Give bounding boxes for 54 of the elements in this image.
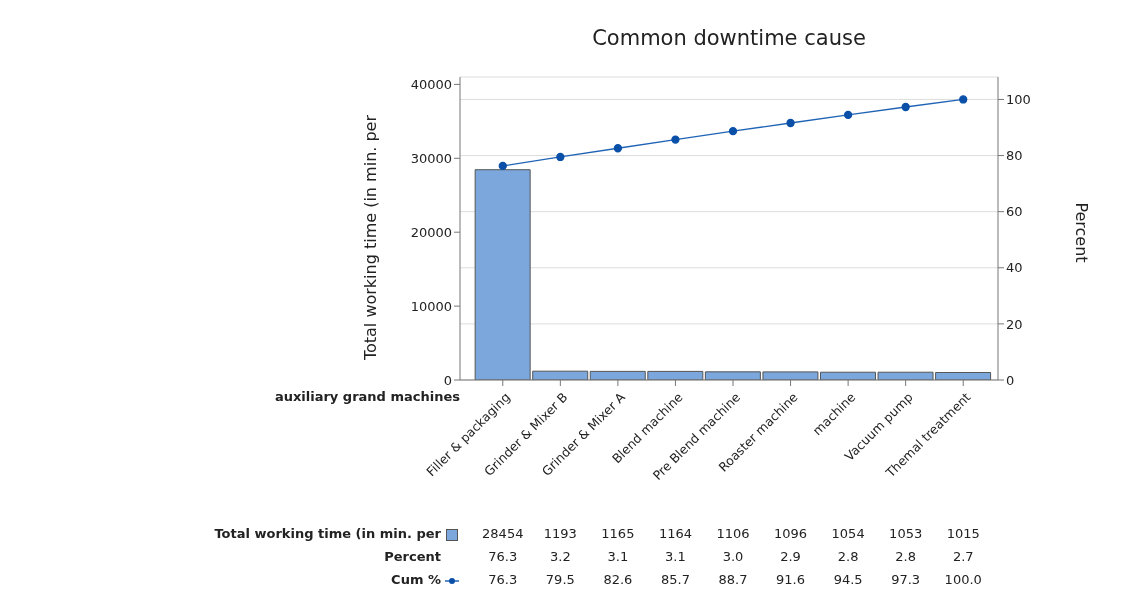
data-label: 100.0 xyxy=(943,572,983,587)
text: 76.3 xyxy=(487,549,519,564)
data-label: 85.7 xyxy=(659,572,691,587)
text: 2.8 xyxy=(894,549,917,564)
y2-tick-label: 80 xyxy=(1006,148,1023,164)
data-label: 1106 xyxy=(715,526,751,541)
data-label: 1193 xyxy=(542,526,578,541)
text: 3.2 xyxy=(549,549,572,564)
chart-title: Common downtime cause xyxy=(591,26,867,50)
text: 2.7 xyxy=(951,549,975,564)
point xyxy=(843,110,853,120)
y2-tick-label: 100 xyxy=(1006,92,1031,108)
y-tick-label: 30000 xyxy=(410,150,452,166)
data-label: 88.7 xyxy=(717,572,749,587)
y-tick-label: 40000 xyxy=(410,77,452,93)
y2-tick-label: 40 xyxy=(1006,260,1023,276)
y-axis-title: Total working time (in min. per xyxy=(360,113,380,363)
data-label: 28454 xyxy=(481,526,525,541)
x-axis-title: auxiliary grand machines xyxy=(274,389,460,404)
text: 3.0 xyxy=(721,549,745,564)
text: 2.9 xyxy=(779,549,802,564)
data-label: 1096 xyxy=(773,526,809,541)
y-tick-label: 10000 xyxy=(410,298,452,314)
data-label: 1054 xyxy=(830,526,866,541)
point xyxy=(556,152,565,162)
y-tick-label: 0 xyxy=(443,372,452,388)
legend-label: Cum % xyxy=(391,572,441,587)
data-label: 79.5 xyxy=(544,572,576,587)
data-label: 94.5 xyxy=(832,572,864,587)
data-label: 76.3 xyxy=(487,572,519,587)
text: 3.1 xyxy=(664,549,687,564)
point xyxy=(671,135,680,144)
point xyxy=(498,161,507,171)
y-tick-label: 20000 xyxy=(410,224,452,240)
data-label: 82.6 xyxy=(602,572,634,587)
y2-tick-label: 60 xyxy=(1006,204,1023,220)
data-label: 91.6 xyxy=(775,572,806,587)
y2-tick-label: 20 xyxy=(1006,316,1023,332)
text: Percent xyxy=(384,549,441,564)
text: 2.8 xyxy=(836,549,860,564)
data-label: 97.3 xyxy=(890,572,922,587)
text: 3.1 xyxy=(606,549,630,564)
point xyxy=(786,118,795,128)
point xyxy=(613,144,623,153)
data-label: 1053 xyxy=(888,526,924,541)
y2-tick-label: 0 xyxy=(1006,372,1015,388)
data-label: 1015 xyxy=(945,526,981,541)
point xyxy=(901,102,910,112)
y2-axis-title: Percent xyxy=(1071,201,1091,265)
point xyxy=(728,127,738,136)
data-label: 1165 xyxy=(600,526,636,541)
data-label: 1164 xyxy=(657,526,693,541)
point xyxy=(959,95,968,104)
legend-label: Total working time (in min. per xyxy=(214,526,441,541)
